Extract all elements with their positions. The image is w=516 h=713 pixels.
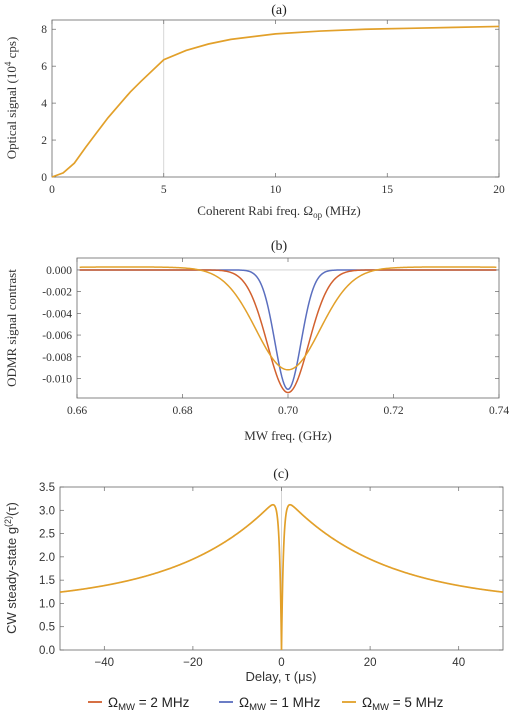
panel-c-y-label-main: CW steady-state g bbox=[4, 527, 19, 634]
panel-b-y-tick-label: -0.006 bbox=[42, 330, 72, 342]
panel-a-x-tick-label: 20 bbox=[493, 184, 505, 196]
panel-c-x-tick-label: 40 bbox=[452, 657, 465, 669]
panel-c-x-tick-label: −40 bbox=[95, 657, 115, 669]
panel-a-x-label: Coherent Rabi freq. Ωop (MHz) bbox=[197, 203, 360, 220]
panel-a-x-label-sub: op bbox=[313, 210, 323, 220]
panel-c-y-ticks: 0.0 0.5 1.0 1.5 2.0 2.5 3.0 3.5 bbox=[39, 482, 503, 657]
panel-a-y-label-sup: 4 bbox=[3, 61, 13, 66]
panel-c-y-label: CW steady-state g(2)(τ) bbox=[3, 502, 19, 634]
panel-c-y-tick-label: 3.5 bbox=[39, 482, 55, 494]
panel-a-y-label-tail: cps) bbox=[4, 37, 19, 62]
panel-c-x-tick-label: 20 bbox=[364, 657, 377, 669]
legend-item-5mhz: ΩMW = 5 MHz bbox=[342, 695, 444, 713]
panel-c-y-tick-label: 0.0 bbox=[39, 645, 55, 657]
panel-c-x-tick-label: 0 bbox=[278, 657, 284, 669]
panel-b-x-tick-label: 0.74 bbox=[489, 405, 509, 417]
panel-c-x-tick-label: −20 bbox=[183, 657, 203, 669]
panel-a-x-tick-label: 0 bbox=[49, 184, 55, 196]
panel-a-label: (a) bbox=[271, 3, 287, 18]
panel-c: (c) −40 −20 0 20 40 0.0 0.5 1.0 1.5 2.0 2.5 3.0 3.5… bbox=[3, 467, 504, 684]
panel-a-x-tick-label: 5 bbox=[161, 184, 167, 196]
panel-b-y-tick-label: -0.002 bbox=[42, 287, 72, 299]
legend-item-1mhz: ΩMW = 1 MHz bbox=[219, 695, 321, 713]
panel-a-y-label: Optical signal (104 cps) bbox=[3, 37, 19, 160]
panel-a-y-tick-label: 2 bbox=[41, 135, 47, 147]
panel-b-x-tick-label: 0.68 bbox=[172, 405, 192, 417]
panel-c-y-tick-label: 1.0 bbox=[39, 598, 55, 610]
panel-a-y-tick-label: 8 bbox=[41, 24, 47, 36]
panel-a-y-label-main: Optical signal (10 bbox=[4, 66, 19, 159]
panel-b-frame bbox=[76, 257, 500, 399]
panel-b-series-line-1 bbox=[79, 269, 497, 394]
panel-c-y-label-sup: (2) bbox=[3, 516, 13, 527]
panel-b-y-tick-label: -0.008 bbox=[42, 352, 72, 364]
panel-c-x-label: Delay, τ (μs) bbox=[246, 669, 317, 684]
panel-b-x-tick-label: 0.72 bbox=[383, 405, 403, 417]
legend-item-2mhz: ΩMW = 2 MHz bbox=[88, 695, 190, 713]
panel-b-x-tick-label: 0.66 bbox=[67, 405, 87, 417]
panel-c-y-label-tail: (τ) bbox=[4, 502, 19, 516]
panel-c-x-ticks: −40 −20 0 20 40 bbox=[95, 487, 465, 669]
panel-b-y-ticks: 0.000 -0.002 -0.004 -0.006 -0.008 -0.010 bbox=[42, 265, 499, 385]
panel-b-y-tick-label: -0.010 bbox=[42, 373, 72, 385]
panel-a-y-ticks: 0 2 4 6 8 bbox=[41, 24, 499, 184]
panel-a-x-tick-label: 15 bbox=[382, 184, 394, 196]
legend-label-1mhz: ΩMW = 1 MHz bbox=[239, 695, 321, 713]
panel-a-x-label-tail: (MHz) bbox=[322, 203, 361, 218]
panel-b-x-tick-label: 0.70 bbox=[278, 405, 298, 417]
panel-c-y-tick-label: 2.5 bbox=[39, 529, 55, 541]
panel-b-x-label: MW freq. (GHz) bbox=[244, 428, 331, 443]
panel-c-y-tick-label: 2.0 bbox=[39, 552, 55, 564]
panel-a-x-label-main: Coherent Rabi freq. Ω bbox=[197, 203, 313, 218]
panel-a: (a) 0 5 10 15 20 0 2 4 6 8 Coherent Rabi freq. Ω… bbox=[3, 3, 505, 220]
legend-label-2mhz: ΩMW = 2 MHz bbox=[108, 695, 190, 713]
panel-b-label: (b) bbox=[271, 239, 288, 254]
panel-c-label: (c) bbox=[273, 467, 289, 482]
panel-b-series-line-2 bbox=[79, 266, 497, 371]
legend: ΩMW = 2 MHz ΩMW = 1 MHz ΩMW = 5 MHz bbox=[88, 695, 444, 713]
panel-a-x-ticks: 0 5 10 15 20 bbox=[49, 20, 505, 196]
panel-c-y-tick-label: 0.5 bbox=[39, 622, 55, 634]
panel-b-x-ticks: 0.66 0.68 0.70 0.72 0.74 bbox=[67, 258, 509, 417]
panel-b-y-label: ODMR signal contrast bbox=[4, 269, 19, 387]
panel-b-series-line-0 bbox=[79, 269, 497, 391]
panel-a-y-tick-label: 4 bbox=[41, 98, 47, 110]
panel-c-series-line bbox=[59, 503, 504, 651]
panel-a-frame bbox=[51, 19, 500, 178]
panel-b: (b) 0.66 0.68 0.70 0.72 0.74 0.000 -0.002 -0.0… bbox=[4, 239, 509, 443]
panel-a-x-tick-label: 10 bbox=[270, 184, 282, 196]
panel-c-y-tick-label: 1.5 bbox=[39, 575, 55, 587]
panel-c-y-tick-label: 3.0 bbox=[39, 505, 55, 517]
panel-a-y-tick-label: 0 bbox=[41, 172, 47, 184]
legend-label-5mhz: ΩMW = 5 MHz bbox=[362, 695, 444, 713]
panel-b-y-tick-label: 0.000 bbox=[46, 265, 72, 277]
panel-a-series-line bbox=[51, 25, 500, 178]
panel-b-y-tick-label: -0.004 bbox=[42, 308, 72, 320]
panel-a-y-tick-label: 6 bbox=[41, 61, 47, 73]
panel-b-series bbox=[79, 266, 497, 394]
